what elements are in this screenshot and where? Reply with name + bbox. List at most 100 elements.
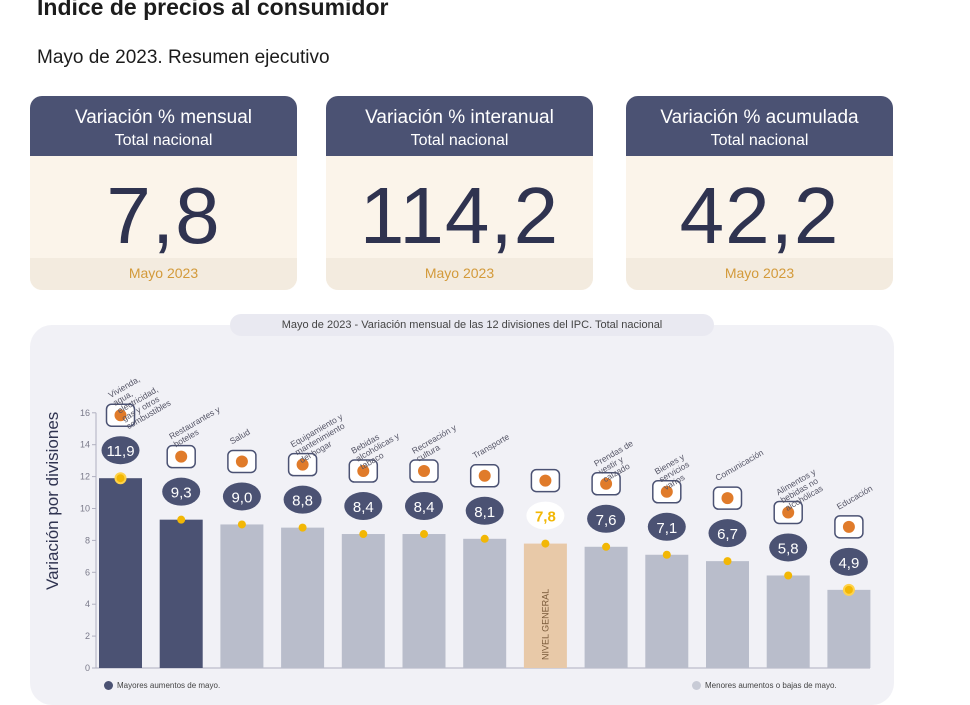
bar-top-dot (114, 472, 127, 485)
value-bubble (283, 485, 322, 514)
y-tick-label: 8 (85, 535, 90, 545)
value-bubble (647, 512, 686, 541)
category-label: Educación (835, 483, 875, 512)
y-tick-label: 0 (85, 663, 90, 673)
value-bubble (405, 492, 443, 521)
value-label: 7,8 (535, 509, 556, 526)
legend-low-label: Menores aumentos o bajas de mayo. (705, 681, 837, 690)
category-label: Recreación ycultura (410, 422, 463, 464)
y-tick-label: 2 (85, 631, 90, 641)
general-level-label: NIVEL GENERAL (540, 589, 550, 660)
bar (281, 527, 325, 668)
value-bubble (769, 533, 808, 562)
chart-title-pill: Mayo de 2023 - Variación mensual de las … (230, 314, 714, 336)
y-tick-label: 10 (80, 504, 90, 514)
bar-top-dot (480, 534, 489, 543)
bar-top-dot (723, 557, 732, 566)
bar (706, 561, 749, 668)
y-tick-label: 6 (85, 567, 90, 577)
value-label: 8,4 (414, 499, 435, 516)
legend-swatch-dark (104, 681, 113, 691)
value-label: 4,9 (838, 555, 859, 572)
bar-top-dot (784, 571, 793, 580)
card-period: Mayo 2023 (626, 258, 893, 290)
value-label: 7,6 (596, 512, 617, 529)
card-period: Mayo 2023 (30, 258, 297, 290)
card-title: Variación % acumulada (660, 107, 859, 128)
legend-high: Mayores aumentos de mayo. (104, 681, 220, 691)
icon-accent (357, 465, 370, 478)
value-label: 9,0 (231, 489, 252, 506)
bar (463, 538, 507, 668)
icon-accent (721, 492, 734, 505)
sport-icon (409, 459, 439, 483)
value-bubble (587, 504, 626, 533)
value-bubble (465, 496, 504, 525)
legend-low: Menores aumentos o bajas de mayo. (692, 681, 837, 691)
medical-cross-icon (227, 449, 257, 474)
cutlery-icon (166, 444, 196, 469)
value-bubble (708, 519, 747, 548)
bar-top-dot (237, 520, 246, 529)
scissors-icon (652, 480, 682, 504)
card-accumulated: Variación % acumulada Total nacional 42,… (626, 96, 893, 290)
washing-machine-icon (287, 452, 318, 477)
bar (99, 478, 142, 668)
value-label: 8,1 (474, 504, 495, 521)
y-tick-label: 16 (80, 408, 90, 418)
bar (645, 554, 689, 668)
category-label: Equipamiento ymantenimientodel hogar (289, 411, 354, 465)
value-bubble (222, 482, 261, 511)
category-label: Restaurantes yhoteles (167, 404, 227, 449)
value-bubble (344, 492, 383, 521)
icon-accent (296, 458, 309, 471)
value-label: 5,8 (778, 540, 799, 557)
bar-top-dot (420, 530, 428, 539)
icon-accent (478, 469, 491, 482)
phone-icon (712, 486, 743, 510)
category-label: Comunicación (714, 447, 766, 483)
bar (341, 534, 385, 668)
lightbulb-icon (105, 403, 136, 427)
bar-top-dot (359, 530, 368, 539)
value-label: 11,9 (106, 443, 134, 460)
category-label-line: Comunicación (714, 447, 766, 483)
icon-accent (600, 477, 613, 490)
bottles-icon (348, 459, 379, 483)
card-header: Variación % acumulada Total nacional (626, 96, 893, 156)
bar-top-dot (298, 523, 307, 532)
value-label: 6,7 (717, 526, 738, 543)
icon-accent (842, 520, 855, 533)
card-title: Variación % interanual (365, 107, 554, 128)
page-title: Índice de precios al consumidor (37, 0, 389, 20)
bar-top-dot (602, 542, 611, 551)
bar (159, 519, 203, 668)
category-label-line: Educación (835, 483, 875, 512)
icon-accent (235, 455, 248, 468)
value-label: 9,3 (171, 485, 192, 502)
value-label: 8,4 (353, 499, 374, 516)
icon-accent (660, 485, 673, 498)
card-yearly: Variación % interanual Total nacional 11… (326, 96, 593, 290)
card-value: 7,8 (106, 171, 221, 260)
y-tick-label: 4 (85, 599, 90, 609)
card-header: Variación % mensual Total nacional (30, 96, 297, 156)
book-icon (834, 515, 864, 539)
value-label: 7,1 (656, 520, 677, 537)
y-tick-label: 12 (80, 472, 90, 482)
bar (766, 575, 810, 668)
card-scope: Total nacional (710, 132, 809, 149)
category-label-line: Transporte (471, 431, 512, 460)
page-subtitle: Mayo de 2023. Resumen ejecutivo (37, 47, 330, 68)
card-scope: Total nacional (114, 132, 213, 149)
category-label: Transporte (471, 431, 512, 460)
bus-icon (469, 464, 500, 488)
card-value: 114,2 (359, 171, 560, 260)
category-label-line: Salud (228, 427, 252, 447)
icon-accent (782, 506, 795, 519)
bar-top-dot (541, 539, 550, 548)
bar (220, 524, 264, 668)
card-period: Mayo 2023 (326, 258, 593, 290)
tshirt-icon (591, 472, 621, 496)
